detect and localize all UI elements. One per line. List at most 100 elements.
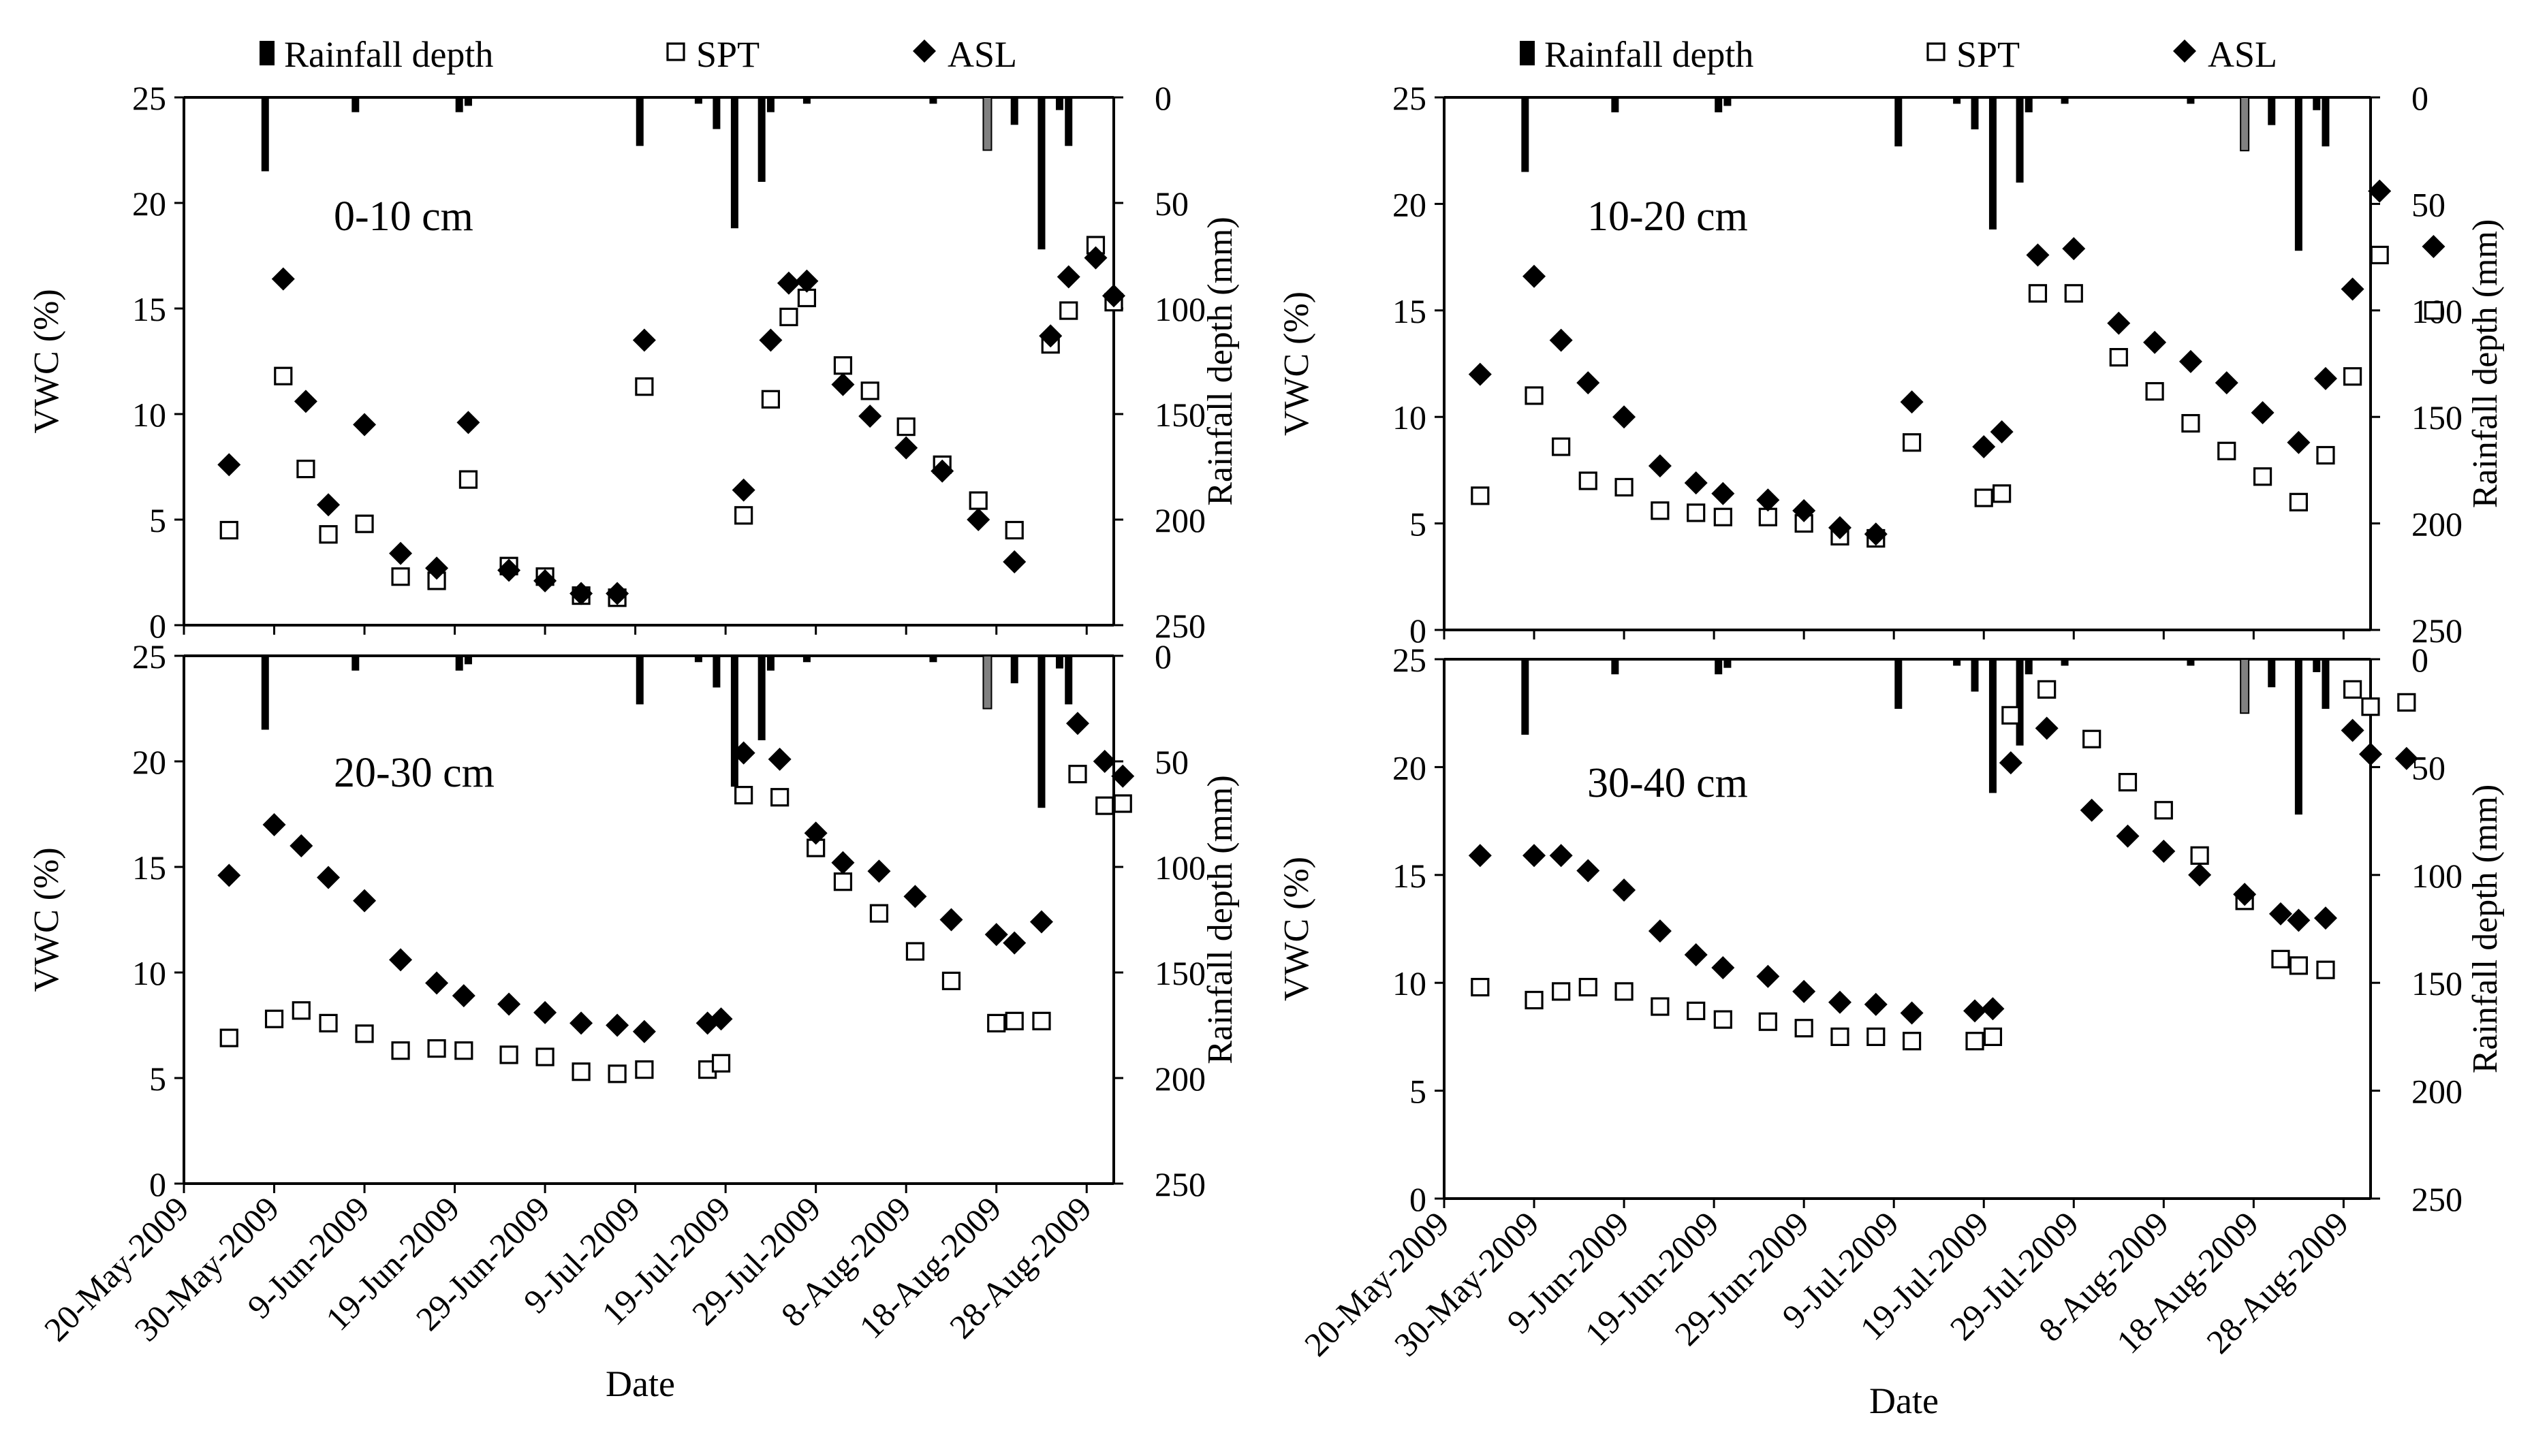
legend-asl-label: ASL xyxy=(948,34,1017,75)
asl-point xyxy=(1057,265,1080,289)
right-tick-label: 50 xyxy=(2411,748,2446,787)
x-axis-title: Date xyxy=(1869,1380,1939,1421)
spt-point xyxy=(1552,437,1571,456)
legend-rainfall-swatch xyxy=(260,41,275,65)
rainfall-bar xyxy=(982,655,993,710)
spt-point xyxy=(2361,697,2380,716)
asl-point xyxy=(795,269,819,293)
asl-point xyxy=(2313,366,2337,390)
rainfall-bar xyxy=(982,97,993,151)
spt-point xyxy=(355,1024,374,1043)
spt-point xyxy=(391,1041,410,1060)
asl-point xyxy=(867,859,891,883)
asl-point xyxy=(759,328,783,352)
asl-point xyxy=(2026,243,2050,267)
x-axis-title: Date xyxy=(606,1363,675,1404)
y-axis-title: VWC (%) xyxy=(27,289,66,433)
depth-label: 10-20 cm xyxy=(1587,193,1748,240)
y-tick-label: 15 xyxy=(132,849,166,887)
spt-point xyxy=(2064,284,2083,303)
spt-point xyxy=(1614,982,1634,1001)
y-tick-label: 0 xyxy=(149,1165,166,1203)
asl-point xyxy=(939,908,963,932)
y-axis-title: VWC (%) xyxy=(27,847,66,992)
right-tick-label: 100 xyxy=(2411,857,2463,895)
asl-point xyxy=(2188,863,2212,887)
spt-point xyxy=(2289,492,2308,511)
spt-point xyxy=(1068,764,1087,784)
spt-point xyxy=(2145,382,2164,401)
rainfall-bar xyxy=(757,97,766,182)
right-tick-label: 0 xyxy=(2411,79,2428,117)
rainfall-bar xyxy=(2322,659,2330,709)
spt-point xyxy=(1059,301,1078,320)
y-tick-label: 15 xyxy=(1392,857,1426,895)
rainfall-bar xyxy=(1894,659,1903,709)
spt-point xyxy=(941,971,961,991)
rainfall-bar xyxy=(1953,97,1961,104)
spt-point xyxy=(292,1001,311,1020)
spt-point xyxy=(1903,1032,1922,1051)
spt-point xyxy=(499,1045,518,1064)
y-tick-label: 0 xyxy=(149,607,166,645)
asl-point xyxy=(1522,844,1546,868)
rainfall-bar xyxy=(1894,97,1903,146)
asl-point xyxy=(2107,311,2131,335)
right-tick-label: 200 xyxy=(1155,1060,1206,1098)
legend-spt-label: SPT xyxy=(1956,34,2020,75)
rainfall-bar xyxy=(2322,97,2330,146)
asl-point xyxy=(2394,746,2418,770)
rainfall-bar xyxy=(636,656,644,705)
asl-point xyxy=(1029,910,1053,934)
asl-point xyxy=(271,267,295,291)
spt-point xyxy=(1578,471,1597,490)
asl-point xyxy=(353,889,377,913)
rainfall-bar xyxy=(2313,659,2321,673)
asl-point xyxy=(1900,390,1924,414)
spt-point xyxy=(2118,772,2138,792)
asl-point xyxy=(425,971,449,995)
asl-point xyxy=(1792,979,1816,1003)
rainfall-bar xyxy=(455,656,463,671)
y-axis-title: VWC (%) xyxy=(1277,857,1316,1001)
depth-label: 30-40 cm xyxy=(1587,760,1748,806)
rainfall-bar xyxy=(694,656,702,663)
legend-spt-swatch xyxy=(666,42,685,61)
rainfall-bar xyxy=(351,97,360,112)
asl-point xyxy=(777,271,800,295)
rainfall-bar xyxy=(1715,97,1723,112)
rainfall-bar xyxy=(757,656,766,740)
rainfall-bar xyxy=(2240,659,2250,714)
rainfall-bar xyxy=(2016,97,2024,183)
asl-point xyxy=(1522,264,1546,288)
rainfall-bar xyxy=(1715,659,1723,675)
asl-point xyxy=(1684,943,1708,967)
y-tick-label: 5 xyxy=(1409,1073,1426,1111)
right-tick-label: 200 xyxy=(2411,1073,2463,1111)
spt-point xyxy=(1005,520,1024,540)
y-tick-label: 20 xyxy=(1392,185,1426,223)
y-tick-label: 15 xyxy=(1392,292,1426,330)
spt-point xyxy=(427,1039,446,1058)
spt-point xyxy=(635,377,654,396)
asl-point xyxy=(1963,999,1987,1023)
spt-point xyxy=(1471,486,1490,505)
rainfall-bar xyxy=(261,656,269,730)
asl-point xyxy=(569,582,593,605)
right-tick-label: 0 xyxy=(1155,79,1172,117)
asl-point xyxy=(2341,718,2364,742)
asl-point xyxy=(2251,400,2275,424)
spt-point xyxy=(2217,441,2236,460)
legend-rainfall-swatch xyxy=(1520,41,1535,65)
spt-point xyxy=(219,520,238,540)
spt-point xyxy=(1113,794,1132,813)
asl-point xyxy=(1093,750,1116,773)
asl-point xyxy=(389,948,413,972)
spt-point xyxy=(2001,706,2020,725)
right-tick-label: 0 xyxy=(2411,641,2428,679)
asl-point xyxy=(606,582,629,605)
spt-point xyxy=(1471,977,1490,997)
rainfall-bar xyxy=(1037,97,1046,250)
